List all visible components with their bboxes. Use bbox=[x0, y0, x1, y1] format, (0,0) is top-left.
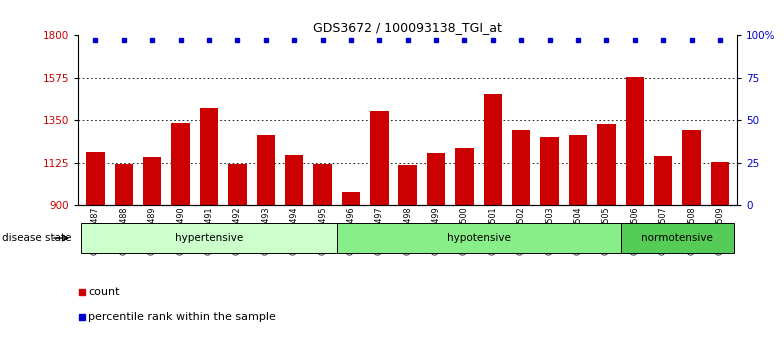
Bar bbox=[654, 156, 673, 205]
Text: hypertensive: hypertensive bbox=[175, 233, 243, 243]
Bar bbox=[256, 136, 275, 205]
Bar bbox=[285, 155, 303, 205]
Bar bbox=[370, 111, 389, 205]
Bar bbox=[86, 152, 104, 205]
Bar bbox=[568, 136, 587, 205]
Bar bbox=[711, 162, 729, 205]
Bar bbox=[426, 153, 445, 205]
Bar bbox=[336, 223, 621, 253]
Bar bbox=[82, 223, 336, 253]
Text: normotensive: normotensive bbox=[641, 233, 713, 243]
Bar bbox=[314, 164, 332, 205]
Bar bbox=[143, 157, 162, 205]
Bar bbox=[484, 94, 502, 205]
Bar bbox=[228, 164, 247, 205]
Text: hypotensive: hypotensive bbox=[447, 233, 510, 243]
Bar bbox=[626, 77, 644, 205]
Bar bbox=[114, 164, 133, 205]
Bar bbox=[621, 223, 734, 253]
Text: count: count bbox=[89, 287, 120, 297]
Bar bbox=[200, 108, 218, 205]
Title: GDS3672 / 100093138_TGI_at: GDS3672 / 100093138_TGI_at bbox=[314, 21, 502, 34]
Bar bbox=[172, 123, 190, 205]
Bar bbox=[597, 124, 615, 205]
Bar bbox=[512, 130, 531, 205]
Text: percentile rank within the sample: percentile rank within the sample bbox=[89, 312, 276, 322]
Bar bbox=[540, 137, 559, 205]
Bar bbox=[456, 148, 474, 205]
Text: disease state: disease state bbox=[2, 233, 71, 243]
Bar bbox=[398, 165, 417, 205]
Bar bbox=[682, 130, 701, 205]
Bar bbox=[342, 192, 360, 205]
